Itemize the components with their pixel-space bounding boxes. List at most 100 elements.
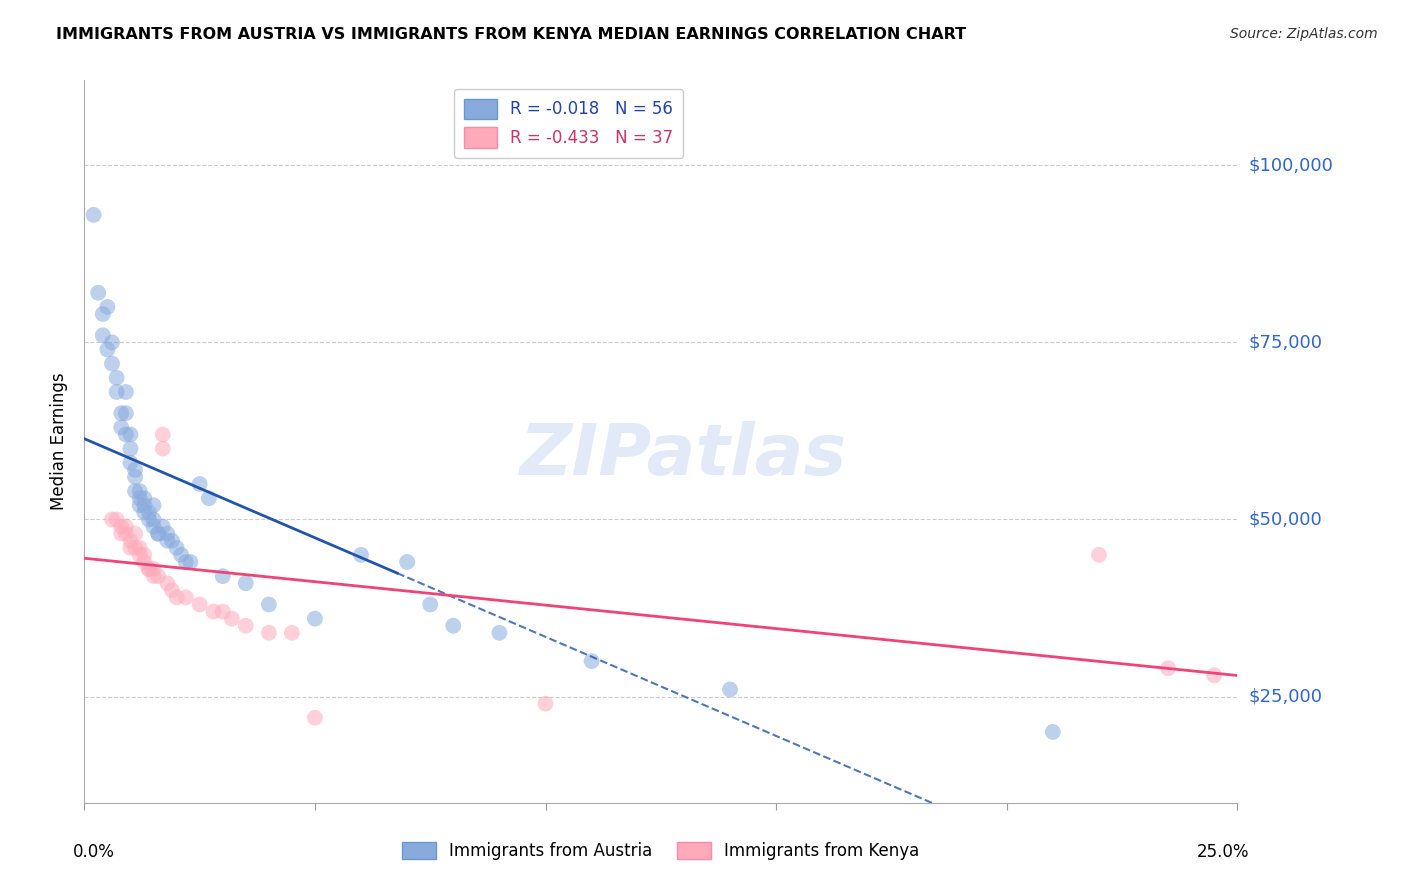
Point bbox=[281, 625, 304, 640]
Point bbox=[120, 541, 142, 555]
Y-axis label: Median Earnings: Median Earnings bbox=[51, 373, 69, 510]
Point bbox=[134, 498, 156, 512]
Point bbox=[110, 406, 132, 420]
Point bbox=[105, 384, 128, 399]
Point bbox=[396, 555, 419, 569]
Point bbox=[146, 569, 169, 583]
Point bbox=[581, 654, 603, 668]
Point bbox=[1042, 725, 1064, 739]
Point bbox=[235, 576, 257, 591]
Point bbox=[128, 491, 150, 506]
Text: IMMIGRANTS FROM AUSTRIA VS IMMIGRANTS FROM KENYA MEDIAN EARNINGS CORRELATION CHA: IMMIGRANTS FROM AUSTRIA VS IMMIGRANTS FR… bbox=[56, 27, 966, 42]
Point bbox=[120, 427, 142, 442]
Text: Source: ZipAtlas.com: Source: ZipAtlas.com bbox=[1230, 27, 1378, 41]
Point bbox=[91, 328, 114, 343]
Point bbox=[134, 505, 156, 519]
Point bbox=[188, 477, 211, 491]
Text: $25,000: $25,000 bbox=[1249, 688, 1323, 706]
Text: 0.0%: 0.0% bbox=[73, 843, 115, 861]
Point bbox=[160, 533, 183, 548]
Point bbox=[83, 208, 105, 222]
Point bbox=[221, 612, 243, 626]
Point bbox=[1088, 548, 1111, 562]
Point bbox=[91, 307, 114, 321]
Point bbox=[534, 697, 557, 711]
Point bbox=[179, 555, 201, 569]
Point bbox=[96, 300, 118, 314]
Point bbox=[152, 519, 174, 533]
Point bbox=[1204, 668, 1226, 682]
Point bbox=[441, 618, 464, 632]
Text: ZIPatlas: ZIPatlas bbox=[520, 422, 848, 491]
Point bbox=[138, 512, 160, 526]
Legend: Immigrants from Austria, Immigrants from Kenya: Immigrants from Austria, Immigrants from… bbox=[395, 835, 927, 867]
Point bbox=[211, 605, 233, 619]
Point bbox=[110, 526, 132, 541]
Point bbox=[152, 442, 174, 456]
Point bbox=[257, 625, 280, 640]
Point bbox=[166, 541, 188, 555]
Point bbox=[87, 285, 110, 300]
Point bbox=[211, 569, 233, 583]
Point bbox=[304, 612, 326, 626]
Point bbox=[101, 335, 124, 350]
Point bbox=[124, 463, 146, 477]
Point bbox=[156, 533, 179, 548]
Point bbox=[120, 533, 142, 548]
Point bbox=[142, 512, 165, 526]
Point bbox=[202, 605, 225, 619]
Point bbox=[115, 526, 138, 541]
Point bbox=[115, 427, 138, 442]
Point bbox=[152, 427, 174, 442]
Point bbox=[257, 598, 280, 612]
Point bbox=[134, 491, 156, 506]
Point bbox=[124, 470, 146, 484]
Text: $75,000: $75,000 bbox=[1249, 334, 1323, 351]
Point bbox=[110, 420, 132, 434]
Point bbox=[115, 406, 138, 420]
Point bbox=[142, 519, 165, 533]
Point bbox=[128, 548, 150, 562]
Point bbox=[142, 569, 165, 583]
Point bbox=[146, 526, 169, 541]
Point bbox=[142, 562, 165, 576]
Point bbox=[134, 548, 156, 562]
Point bbox=[156, 576, 179, 591]
Point bbox=[160, 583, 183, 598]
Point bbox=[198, 491, 221, 506]
Point bbox=[188, 598, 211, 612]
Point bbox=[101, 357, 124, 371]
Point bbox=[120, 442, 142, 456]
Point bbox=[718, 682, 741, 697]
Point bbox=[138, 562, 160, 576]
Point bbox=[128, 498, 150, 512]
Point bbox=[235, 618, 257, 632]
Point bbox=[304, 711, 326, 725]
Point bbox=[96, 343, 118, 357]
Point bbox=[350, 548, 373, 562]
Point bbox=[488, 625, 510, 640]
Point bbox=[124, 526, 146, 541]
Point bbox=[142, 498, 165, 512]
Point bbox=[105, 512, 128, 526]
Point bbox=[110, 519, 132, 533]
Point bbox=[128, 541, 150, 555]
Point bbox=[174, 555, 197, 569]
Point bbox=[174, 591, 197, 605]
Point bbox=[115, 519, 138, 533]
Point bbox=[120, 456, 142, 470]
Point bbox=[138, 505, 160, 519]
Point bbox=[170, 548, 193, 562]
Point bbox=[124, 484, 146, 499]
Point bbox=[101, 512, 124, 526]
Text: $100,000: $100,000 bbox=[1249, 156, 1334, 174]
Point bbox=[166, 591, 188, 605]
Text: $50,000: $50,000 bbox=[1249, 510, 1323, 528]
Point bbox=[128, 484, 150, 499]
Point bbox=[124, 541, 146, 555]
Point bbox=[146, 526, 169, 541]
Point bbox=[105, 371, 128, 385]
Point bbox=[134, 555, 156, 569]
Point bbox=[419, 598, 441, 612]
Point bbox=[138, 562, 160, 576]
